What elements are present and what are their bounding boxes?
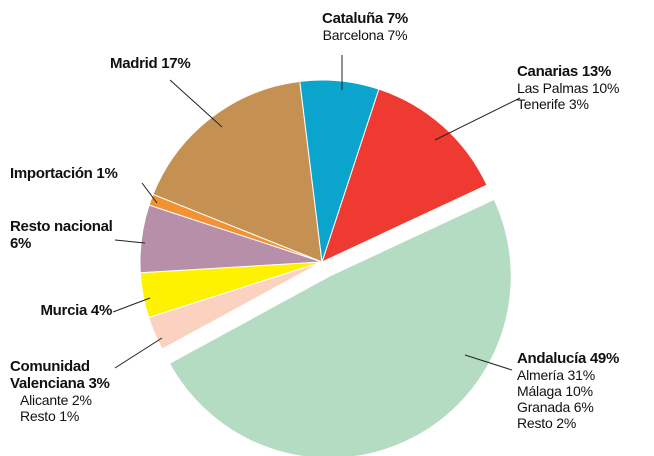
label-heading: Importación 1%	[10, 165, 150, 182]
category-name: Murcia	[40, 302, 88, 319]
label-heading: Canarias 13%	[517, 63, 654, 80]
detail-label: Granada 6%	[517, 399, 594, 415]
label-heading: Murcia 4%	[20, 302, 112, 319]
slice-label: Importación 1%	[10, 165, 150, 182]
value-label: 17%	[161, 55, 191, 72]
value-label: 1%	[96, 165, 118, 182]
category-name: Madrid	[110, 55, 158, 72]
value-label: 7%	[386, 10, 408, 27]
pie-slice	[299, 79, 380, 263]
slice-label: Comunidad Valenciana 3% Alicante 2% Resto …	[10, 358, 135, 424]
detail-label: Málaga 10%	[517, 383, 593, 399]
category-name: Cataluña	[322, 10, 383, 27]
detail-label: Tenerife 3%	[517, 96, 589, 112]
detail-row: Almería 31%	[517, 367, 654, 383]
slice-label: Andalucía 49% Almería 31% Málaga 10% Granad…	[517, 350, 654, 431]
detail-row: Resto 2%	[517, 415, 654, 431]
detail-row: Las Palmas 10%	[517, 80, 654, 96]
label-heading: Cataluña 7%	[300, 10, 430, 27]
pie-slice	[148, 261, 323, 350]
slice-label: Cataluña 7% Barcelona 7%	[300, 10, 430, 43]
detail-row: Alicante 2%	[10, 392, 135, 408]
category-name: Comunidad Valenciana	[10, 358, 90, 392]
leader-line	[114, 239, 146, 244]
detail-label: Las Palmas 10%	[517, 80, 620, 96]
detail-row: Granada 6%	[517, 399, 654, 415]
leader-lines	[112, 55, 521, 371]
leader-line	[114, 337, 163, 369]
pie-slice	[321, 88, 488, 263]
value-label: 13%	[581, 63, 611, 80]
leader-line	[112, 297, 151, 313]
detail-label: Almería 31%	[517, 367, 595, 383]
leader-line	[169, 79, 223, 128]
leader-line	[141, 182, 158, 204]
slice-label: Resto nacional 6%	[10, 218, 120, 252]
value-label: 3%	[88, 375, 110, 392]
label-heading: Resto nacional 6%	[10, 218, 120, 252]
detail-row: Barcelona 7%	[300, 27, 430, 43]
value-label: 49%	[589, 350, 619, 367]
pie-slice	[168, 198, 512, 456]
detail-label: Resto 2%	[517, 415, 577, 431]
value-label: 4%	[90, 302, 112, 319]
detail-row: Resto 1%	[10, 408, 135, 424]
label-heading: Andalucía 49%	[517, 350, 654, 367]
label-heading: Comunidad Valenciana 3%	[10, 358, 135, 392]
category-name: Importación	[10, 165, 93, 182]
leader-line	[434, 97, 521, 141]
detail-label: Barcelona 7%	[322, 27, 408, 43]
leader-line	[464, 354, 513, 371]
value-label: 6%	[10, 235, 32, 252]
category-name: Andalucía	[517, 350, 586, 367]
detail-label: Alicante 2%	[20, 392, 92, 408]
slice-label: Madrid 17%	[110, 55, 240, 72]
detail-row: Tenerife 3%	[517, 96, 654, 112]
detail-row: Málaga 10%	[517, 383, 654, 399]
pie-slice	[152, 80, 323, 263]
category-name: Resto nacional	[10, 218, 113, 235]
label-heading: Madrid 17%	[110, 55, 240, 72]
slice-label: Canarias 13% Las Palmas 10% Tenerife 3%	[517, 63, 654, 112]
category-name: Canarias	[517, 63, 578, 80]
slice-label: Murcia 4%	[20, 302, 112, 319]
detail-label: Resto 1%	[20, 408, 80, 424]
